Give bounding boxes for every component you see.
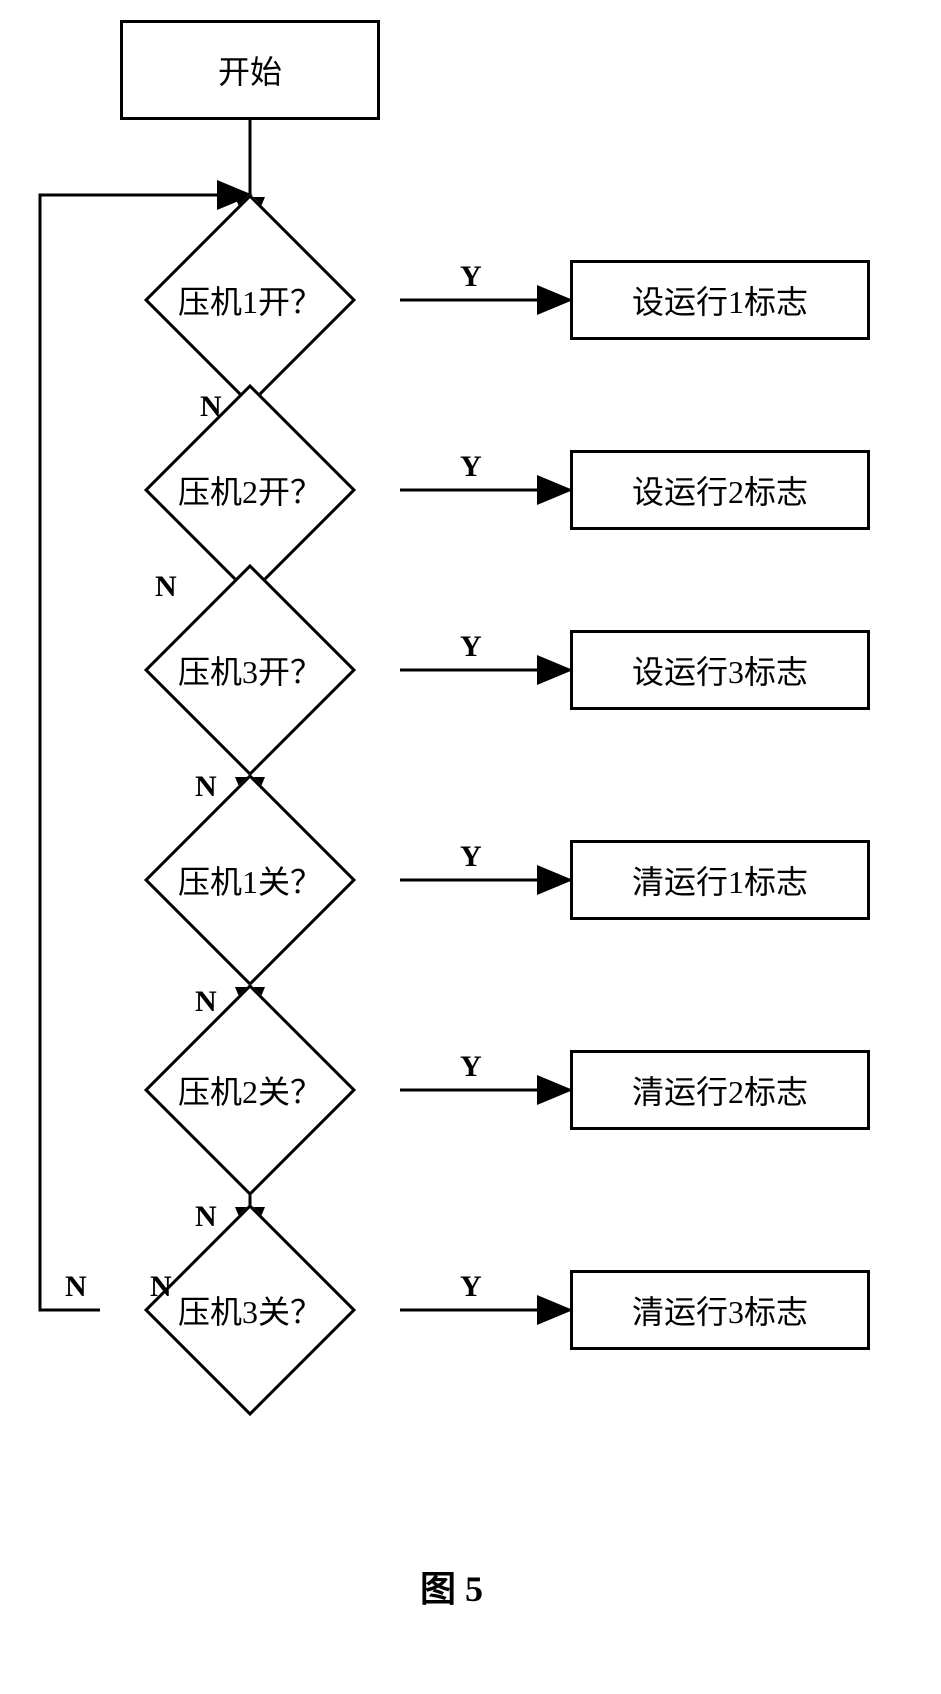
r6-text: 清运行3标志 [632,1287,808,1333]
edge-label: Y [460,1050,482,1084]
edge-label: Y [460,1270,482,1304]
edge-label: N [195,770,217,804]
node-start: 开始 [120,20,380,120]
caption-text: 图 5 [420,1569,483,1609]
node-r1: 设运行1标志 [570,260,870,340]
node-start-label: 开始 [218,47,282,93]
edge-label: Y [460,450,482,484]
r5-text: 清运行2标志 [632,1067,808,1113]
r4-text: 清运行1标志 [632,857,808,903]
node-r5: 清运行2标志 [570,1050,870,1130]
edge-label: N [200,390,222,424]
figure-caption: 图 5 [420,1560,483,1612]
edge-label: Y [460,840,482,874]
flowchart-canvas: 开始 压机1开？ 压机2开？ 压机3开？ 压机1关？ 压机2关？ 压机3关？ 设… [0,0,941,1694]
r3-text: 设运行3标志 [632,647,808,693]
node-r6: 清运行3标志 [570,1270,870,1350]
edge-label: N [65,1270,87,1304]
edge-label: N [155,570,177,604]
edge-label: N [195,1200,217,1234]
edge-label: N [195,985,217,1019]
node-r2: 设运行2标志 [570,450,870,530]
node-r3: 设运行3标志 [570,630,870,710]
r2-text: 设运行2标志 [632,467,808,513]
r1-text: 设运行1标志 [632,277,808,323]
node-r4: 清运行1标志 [570,840,870,920]
edge-label: Y [460,630,482,664]
edge-label: N [150,1270,172,1304]
edge-label: Y [460,260,482,294]
